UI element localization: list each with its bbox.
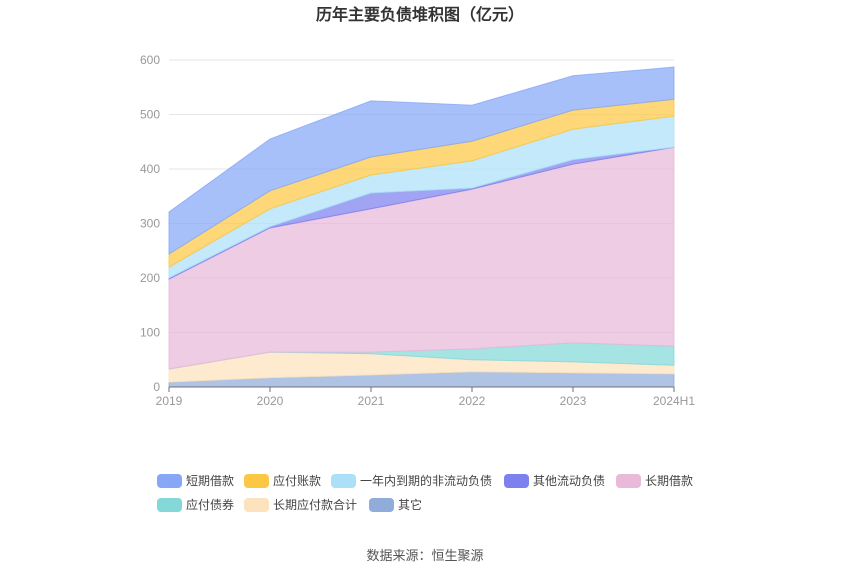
legend-swatch — [157, 498, 182, 512]
data-source-note: 数据来源：恒生聚源 — [366, 548, 483, 563]
legend-label: 应付债券 — [186, 497, 234, 512]
y-tick-label: 400 — [140, 162, 160, 176]
axis-layer: 0 100 200 300 400 500 600 2019 2020 2021 2022 2023 2… — [140, 53, 695, 408]
legend-item-other-current-liabilities[interactable]: 其他流动负债 — [504, 474, 605, 488]
x-tick-label: 2021 — [358, 394, 385, 408]
y-tick-label: 300 — [140, 217, 160, 231]
legend-label: 长期应付款合计 — [273, 497, 357, 512]
x-tick-label: 2024H1 — [653, 394, 695, 408]
y-tick-label: 200 — [140, 271, 160, 285]
y-tick-label: 100 — [140, 326, 160, 340]
legend-label: 短期借款 — [186, 474, 234, 488]
legend-label: 应付账款 — [273, 473, 321, 488]
legend-label: 长期借款 — [645, 474, 693, 488]
y-tick-label: 600 — [140, 53, 160, 67]
legend-swatch — [157, 474, 182, 488]
legend-item-short-term-borrowings[interactable]: 短期借款 — [157, 474, 234, 488]
legend-swatch — [369, 498, 394, 512]
legend-swatch — [244, 474, 269, 488]
legend-item-long-term-borrowings[interactable]: 长期借款 — [616, 474, 693, 488]
x-tick-label: 2020 — [257, 394, 284, 408]
legend-swatch — [331, 474, 356, 488]
legend-label: 其他流动负债 — [533, 474, 605, 488]
legend-swatch — [616, 474, 641, 488]
legend-item-long-term-payables-total[interactable]: 长期应付款合计 — [244, 497, 357, 512]
legend-label: 一年内到期的非流动负债 — [360, 473, 492, 488]
legend-item-others[interactable]: 其它 — [369, 497, 422, 512]
legend-swatch — [244, 498, 269, 512]
x-tick-label: 2023 — [560, 394, 587, 408]
y-tick-label: 500 — [140, 108, 160, 122]
area-short-term-borrowings — [168, 66, 675, 255]
chart-title: 历年主要负债堆积图（亿元） — [316, 5, 524, 24]
legend-item-accounts-payable[interactable]: 应付账款 — [244, 473, 321, 488]
legend-item-bonds-payable[interactable]: 应付债券 — [157, 497, 234, 512]
legend-item-current-portion-noncurrent-liabilities[interactable]: 一年内到期的非流动负债 — [331, 473, 492, 488]
x-tick-label: 2022 — [459, 394, 486, 408]
legend-swatch — [504, 474, 529, 488]
x-tick-label: 2019 — [156, 394, 183, 408]
y-tick-label: 0 — [153, 380, 160, 394]
legend-label: 其它 — [398, 497, 422, 512]
area-layer — [168, 66, 675, 388]
